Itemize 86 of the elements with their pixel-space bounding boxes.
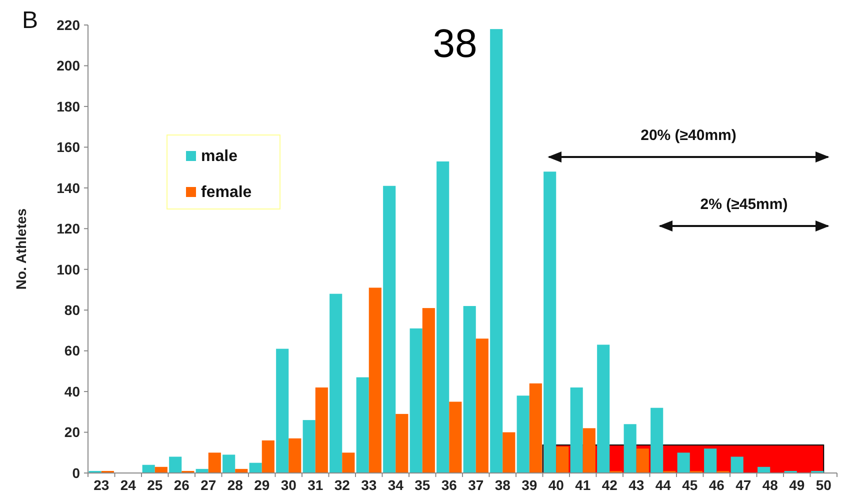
x-tick-label: 35 [414,477,430,493]
x-tick-label: 46 [708,477,725,493]
bar [262,440,274,473]
bar [422,308,435,473]
bar [582,428,596,473]
x-tick-label: 49 [789,477,805,493]
x-tick-label: 38 [494,477,511,493]
x-tick-label: 43 [628,477,644,493]
x-tick-label: 44 [655,477,672,493]
y-tick-label: 120 [56,220,80,237]
x-tick-label: 40 [548,477,564,493]
x-tick-label: 31 [308,477,324,493]
x-tick-label: 26 [174,477,190,493]
x-tick-label: 45 [682,477,698,493]
bar [516,396,530,473]
bar [315,387,328,473]
annotation: 20% (≥40mm) [640,127,736,144]
bar [330,294,342,473]
y-tick-label: 40 [64,383,80,400]
x-tick-label: 29 [254,477,270,493]
bar [142,464,155,473]
x-tick-label: 42 [602,477,618,493]
bar [288,438,302,473]
x-tick-label: 32 [334,477,350,493]
bar [302,420,316,473]
bar [490,29,503,473]
x-tick-label: 47 [736,477,752,493]
x-tick-label: 24 [120,477,136,493]
bar [463,306,476,473]
bar [556,446,569,473]
y-tick-label: 0 [72,464,80,481]
x-tick-label: 28 [227,477,244,493]
annotation: 38 [432,22,478,66]
x-tick-label: 34 [388,477,404,493]
y-tick-label: 20 [64,424,80,440]
bar [650,408,664,473]
bar [249,462,262,473]
y-tick-label: 60 [64,342,80,359]
y-tick-label: 180 [56,98,80,114]
bar [410,328,422,473]
bar [383,186,396,473]
bar [529,383,542,473]
bar [502,432,516,473]
x-tick-label: 30 [280,477,297,493]
y-tick-label: 80 [64,302,80,318]
bar [154,466,168,473]
y-tick-label: 160 [56,139,80,156]
x-tick-label: 37 [468,477,484,493]
annotation: 2% (≥45mm) [700,196,788,213]
x-tick-label: 48 [762,477,778,493]
x-tick-label: 36 [441,477,458,493]
bar [342,452,355,473]
bar [222,454,236,473]
bar [449,402,462,473]
bar [597,344,610,473]
y-tick-label: 100 [56,261,80,278]
bar [356,377,369,473]
bar [624,424,636,473]
bar [704,448,717,473]
bar [368,288,382,473]
bar [396,414,408,473]
x-tick-label: 27 [200,477,216,493]
bar [570,387,583,473]
bar [208,452,221,473]
legend-label: female [201,184,252,201]
bar [544,172,556,473]
y-axis-title: No. Athletes [13,208,29,290]
x-tick-label: 23 [94,477,110,493]
text: B [22,7,38,34]
legend-label: male [201,148,238,165]
x-tick-label: 25 [147,477,163,493]
bar [636,448,649,473]
bar [169,456,182,473]
bar [730,456,744,473]
bar [436,161,450,473]
bar [677,452,690,473]
x-tick-label: 41 [575,477,591,493]
x-tick-label: 50 [816,477,832,493]
x-tick-label: 39 [522,477,538,493]
x-tick-label: 33 [361,477,377,493]
bar [276,348,289,473]
y-tick-label: 200 [56,58,80,74]
bar [758,466,770,473]
y-tick-label: 140 [56,180,80,196]
y-tick-label: 220 [56,16,80,33]
bar [476,338,488,473]
